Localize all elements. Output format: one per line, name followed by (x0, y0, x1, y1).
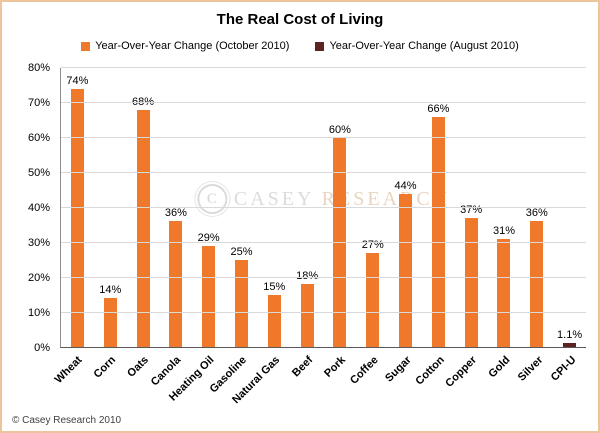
x-axis-label: Gold (486, 354, 513, 381)
chart-area: 0% 10% 20% 30% 40% 50% 60% 70% 80% C CASEY RESEA… (14, 62, 586, 354)
bar-value-label: 18% (296, 270, 318, 282)
y-tick-label: 70% (27, 97, 50, 109)
x-axis-label: Wheat (53, 354, 85, 386)
gridline (61, 277, 586, 278)
y-tick-label: 30% (27, 237, 50, 249)
bar (136, 109, 150, 347)
legend-swatch-icon (81, 41, 91, 51)
y-tick-label: 10% (27, 307, 50, 319)
bar-value-label: 44% (394, 179, 417, 192)
bar (234, 259, 248, 347)
bars-container: 74% 14% 68% 36% 29% 25% 15% 18% 60% 27% 44% 66% 37% 3… (61, 68, 586, 347)
bar-column-sugar: 44% (389, 68, 422, 347)
x-axis-label: Pork (322, 354, 348, 380)
bar-column-gasoline: 25% (225, 68, 258, 347)
bar (399, 193, 413, 347)
bar-value-label: 36% (525, 207, 548, 220)
chart-title: The Real Cost of Living (216, 11, 384, 28)
bar (70, 88, 84, 347)
x-axis-label: Corn (91, 354, 118, 381)
x-label-slot: Silver (515, 349, 553, 413)
bar-value-label: 14% (99, 284, 122, 297)
gridline (61, 207, 586, 208)
y-tick-label: 20% (27, 272, 50, 284)
bar (267, 294, 281, 347)
bar (169, 221, 183, 347)
bar-column-cotton: 66% (422, 68, 455, 347)
bar (431, 116, 445, 347)
bar-column-canola: 36% (159, 68, 192, 347)
gridline (61, 67, 586, 68)
gridline (61, 102, 586, 103)
x-axis-label: Silver (515, 354, 546, 384)
bar (300, 284, 314, 347)
bar (366, 252, 380, 347)
x-label-slot: Gold (486, 349, 520, 413)
x-axis-labels: Wheat Corn Oats Canola Heating Oil Gasoline Na… (53, 349, 586, 413)
x-label-slot: Natural Gas (230, 349, 290, 413)
legend-item-1: Year-Over-Year Change (August 2010) (315, 40, 519, 52)
bar-column-natural-gas: 15% (258, 68, 291, 347)
bar (530, 221, 544, 347)
y-axis: 0% 10% 20% 30% 40% 50% 60% 70% 80% (14, 62, 54, 354)
legend-item-0: Year-Over-Year Change (October 2010) (81, 40, 289, 52)
bar-value-label: 60% (328, 123, 351, 136)
bar-column-coffee: 27% (356, 68, 389, 347)
bar-value-label: 36% (164, 207, 187, 220)
bar-value-label: 25% (230, 245, 253, 258)
bar (464, 217, 478, 347)
bar-column-silver: 36% (520, 68, 553, 347)
bar (103, 298, 117, 347)
bar-column-gold: 31% (488, 68, 521, 347)
bar-value-label: 29% (197, 231, 220, 244)
bar-value-label: 37% (460, 203, 483, 216)
bar-value-label: 74% (66, 74, 89, 87)
x-label-slot: Beef (290, 349, 323, 413)
bar-column-beef: 18% (291, 68, 324, 347)
x-axis-label: CPI-U (548, 354, 579, 384)
bar (563, 343, 577, 347)
bar-value-label: 15% (263, 280, 286, 293)
y-tick-label: 80% (27, 62, 50, 74)
legend: Year-Over-Year Change (October 2010) Year… (2, 40, 598, 52)
y-tick-label: 0% (34, 342, 50, 354)
x-label-slot: Wheat (53, 349, 93, 413)
bar-value-label: 31% (492, 224, 515, 237)
y-tick-label: 40% (27, 202, 50, 214)
x-label-slot: Copper (444, 349, 488, 413)
legend-label: Year-Over-Year Change (August 2010) (329, 40, 519, 52)
x-axis-label: Oats (124, 354, 151, 380)
bar-column-wheat: 74% (61, 68, 94, 347)
bar-column-heating-oil: 29% (192, 68, 225, 347)
gridline (61, 172, 586, 173)
copyright-text: © Casey Research 2010 (12, 415, 122, 426)
bar-value-label: 1.1% (557, 329, 583, 342)
plot-area: C CASEY RESEARCH 74%14%68%36%29%25%15%18… (60, 67, 586, 348)
gridline (61, 312, 586, 313)
x-label-slot: Coffee (348, 349, 389, 413)
bar-value-label: 68% (132, 95, 155, 108)
bar-column-oats: 68% (127, 68, 160, 347)
x-axis-label: Beef (289, 354, 316, 380)
bar (202, 245, 216, 347)
y-tick-label: 50% (27, 167, 50, 179)
bar-column-cpi-u: 1.1% (553, 68, 586, 347)
bar-value-label: 27% (361, 238, 384, 251)
gridline (61, 242, 586, 243)
bar (497, 238, 511, 347)
bar-column-copper: 37% (455, 68, 488, 347)
gridline (61, 137, 586, 138)
legend-label: Year-Over-Year Change (October 2010) (95, 40, 290, 52)
x-label-slot: CPI-U (548, 349, 586, 413)
x-label-slot: Corn (91, 349, 126, 413)
bar-column-corn: 14% (94, 68, 127, 347)
y-tick-label: 60% (27, 132, 50, 144)
legend-swatch-icon (315, 41, 325, 51)
bar-value-label: 66% (427, 102, 450, 115)
